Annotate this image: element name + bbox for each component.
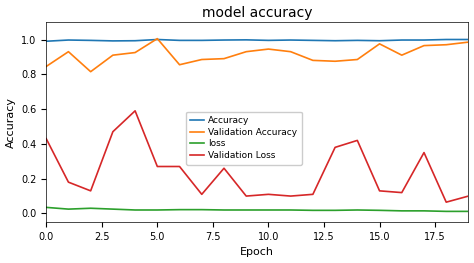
Accuracy xyxy=(399,38,405,42)
Validation Accuracy xyxy=(88,70,93,73)
Accuracy xyxy=(65,38,71,42)
loss xyxy=(399,209,405,213)
loss xyxy=(332,209,338,212)
Validation Accuracy xyxy=(443,43,449,46)
Validation Loss xyxy=(355,139,360,142)
Validation Loss xyxy=(243,195,249,198)
Accuracy xyxy=(177,39,182,42)
Validation Loss xyxy=(332,146,338,149)
Validation Accuracy xyxy=(377,42,383,45)
loss xyxy=(155,208,160,211)
Accuracy xyxy=(332,39,338,42)
Accuracy xyxy=(110,39,116,43)
Validation Loss xyxy=(310,193,316,196)
Validation Accuracy xyxy=(421,44,427,47)
Validation Accuracy xyxy=(65,50,71,53)
Validation Accuracy xyxy=(221,57,227,60)
Validation Loss xyxy=(221,167,227,170)
Accuracy xyxy=(421,38,427,42)
Validation Loss xyxy=(43,137,49,140)
Validation Accuracy xyxy=(288,50,293,53)
loss xyxy=(110,208,116,211)
loss xyxy=(177,208,182,211)
X-axis label: Epoch: Epoch xyxy=(240,247,274,257)
loss xyxy=(421,209,427,213)
Validation Loss xyxy=(132,109,138,112)
loss xyxy=(355,208,360,211)
Accuracy xyxy=(132,39,138,42)
Validation Loss xyxy=(421,151,427,154)
Accuracy xyxy=(310,39,316,42)
loss xyxy=(243,208,249,211)
Validation Loss xyxy=(199,193,205,196)
loss xyxy=(310,209,316,212)
Validation Loss xyxy=(177,165,182,168)
Accuracy xyxy=(443,38,449,41)
Validation Accuracy xyxy=(43,65,49,68)
Accuracy xyxy=(355,39,360,42)
Validation Loss xyxy=(110,130,116,133)
loss xyxy=(65,208,71,211)
Accuracy xyxy=(199,39,205,42)
Validation Accuracy xyxy=(355,58,360,61)
Line: Validation Accuracy: Validation Accuracy xyxy=(46,39,468,72)
Y-axis label: Accuracy: Accuracy xyxy=(6,97,16,148)
loss xyxy=(132,208,138,211)
Validation Loss xyxy=(88,189,93,193)
Validation Loss xyxy=(399,191,405,194)
Validation Accuracy xyxy=(310,59,316,62)
Validation Accuracy xyxy=(265,48,271,51)
Validation Loss xyxy=(265,193,271,196)
Validation Accuracy xyxy=(243,50,249,53)
Title: model accuracy: model accuracy xyxy=(202,6,312,19)
loss xyxy=(465,210,471,213)
Accuracy xyxy=(43,40,49,43)
loss xyxy=(199,208,205,211)
Validation Loss xyxy=(288,195,293,198)
loss xyxy=(443,210,449,213)
Accuracy xyxy=(377,39,383,42)
loss xyxy=(221,208,227,211)
Line: Validation Loss: Validation Loss xyxy=(46,111,468,202)
loss xyxy=(265,208,271,211)
loss xyxy=(88,207,93,210)
Accuracy xyxy=(243,38,249,42)
Validation Accuracy xyxy=(177,63,182,66)
Validation Accuracy xyxy=(465,41,471,44)
Validation Accuracy xyxy=(199,58,205,61)
Validation Loss xyxy=(65,181,71,184)
Validation Accuracy xyxy=(155,37,160,40)
Accuracy xyxy=(88,39,93,42)
Accuracy xyxy=(288,38,293,42)
Validation Loss xyxy=(465,195,471,198)
Validation Accuracy xyxy=(399,54,405,57)
loss xyxy=(377,209,383,212)
Validation Loss xyxy=(443,201,449,204)
Line: loss: loss xyxy=(46,208,468,211)
Validation Loss xyxy=(155,165,160,168)
Validation Accuracy xyxy=(132,51,138,54)
loss xyxy=(288,208,293,211)
Validation Accuracy xyxy=(110,54,116,57)
loss xyxy=(43,206,49,209)
Legend: Accuracy, Validation Accuracy, loss, Validation Loss: Accuracy, Validation Accuracy, loss, Val… xyxy=(186,112,302,165)
Accuracy xyxy=(221,38,227,42)
Accuracy xyxy=(465,38,471,41)
Accuracy xyxy=(265,39,271,42)
Line: Accuracy: Accuracy xyxy=(46,39,468,41)
Validation Accuracy xyxy=(332,60,338,63)
Validation Loss xyxy=(377,189,383,193)
Accuracy xyxy=(155,38,160,41)
